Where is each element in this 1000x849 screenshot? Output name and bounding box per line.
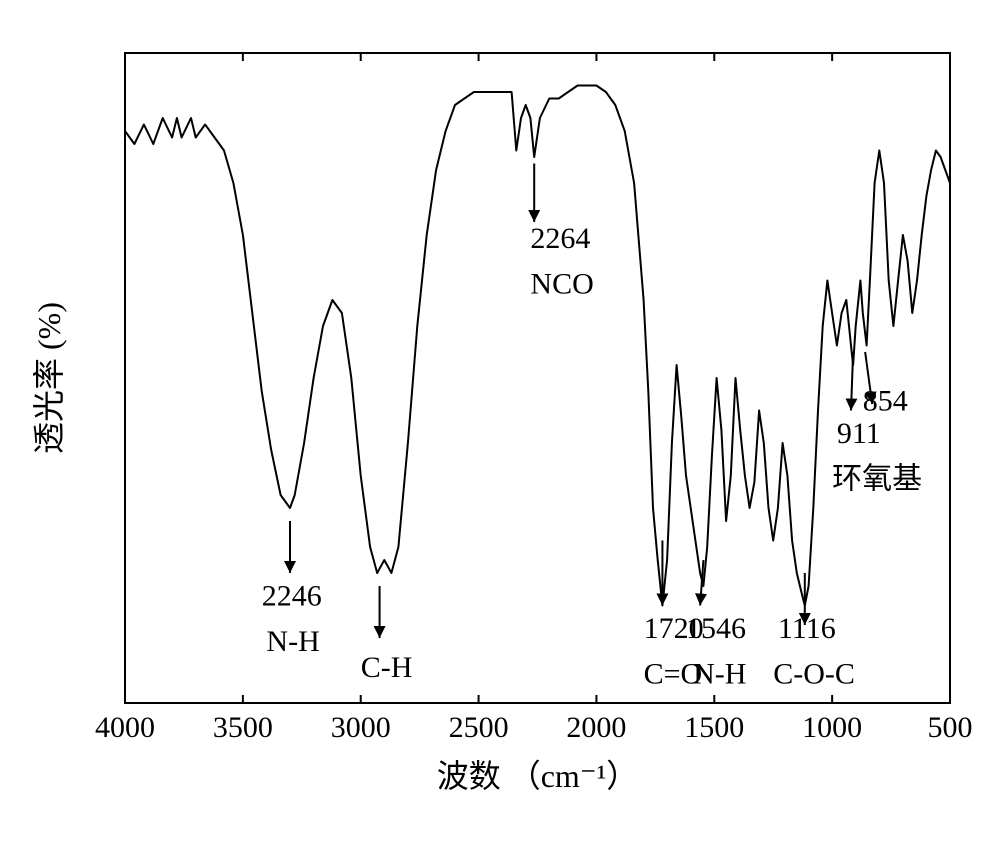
- x-tick-label: 1000: [802, 711, 862, 744]
- x-tick-label: 2000: [566, 711, 626, 744]
- spectrum-line: [125, 86, 950, 606]
- coc-1116-peak-label: C-O-C: [773, 658, 855, 691]
- ir-spectrum-chart: 4000 3500 3000 2500 2000 1500 1000 500 波数 （cm⁻¹）…: [0, 0, 1000, 849]
- chart-svg: 4000 3500 3000 2500 2000 1500 1000 500 波数 （cm⁻¹）…: [0, 0, 1000, 849]
- x-tick-label: 1500: [684, 711, 744, 744]
- nh-1546-peak-label: 1546: [686, 612, 746, 645]
- epoxy-911-peak-arrow: [851, 352, 853, 411]
- nco-peak-label: 2264: [530, 222, 590, 255]
- x-axis-label: 波数 （cm⁻¹）: [437, 758, 639, 794]
- x-tick-label: 3000: [331, 711, 391, 744]
- epoxy-854-peak-label: 环氧基: [832, 463, 922, 496]
- x-tick-label: 4000: [95, 711, 155, 744]
- nh-3246-peak-label: N-H: [266, 625, 319, 658]
- nco-peak-label: NCO: [530, 268, 593, 301]
- x-tick-label: 500: [928, 711, 973, 744]
- x-tick-label: 3500: [213, 711, 273, 744]
- epoxy-854-peak-label: 854: [863, 385, 908, 418]
- epoxy-911-peak-label: 911: [837, 417, 881, 450]
- nh-1546-peak-label: N-H: [693, 658, 746, 691]
- ch-peak-label: C-H: [361, 651, 413, 684]
- plot-border: [125, 53, 950, 703]
- nh-3246-peak-label: 2246: [262, 580, 322, 613]
- y-axis-label: 透光率 (%): [31, 302, 67, 454]
- coc-1116-peak-label: 1116: [778, 612, 836, 645]
- x-tick-label: 2500: [449, 711, 509, 744]
